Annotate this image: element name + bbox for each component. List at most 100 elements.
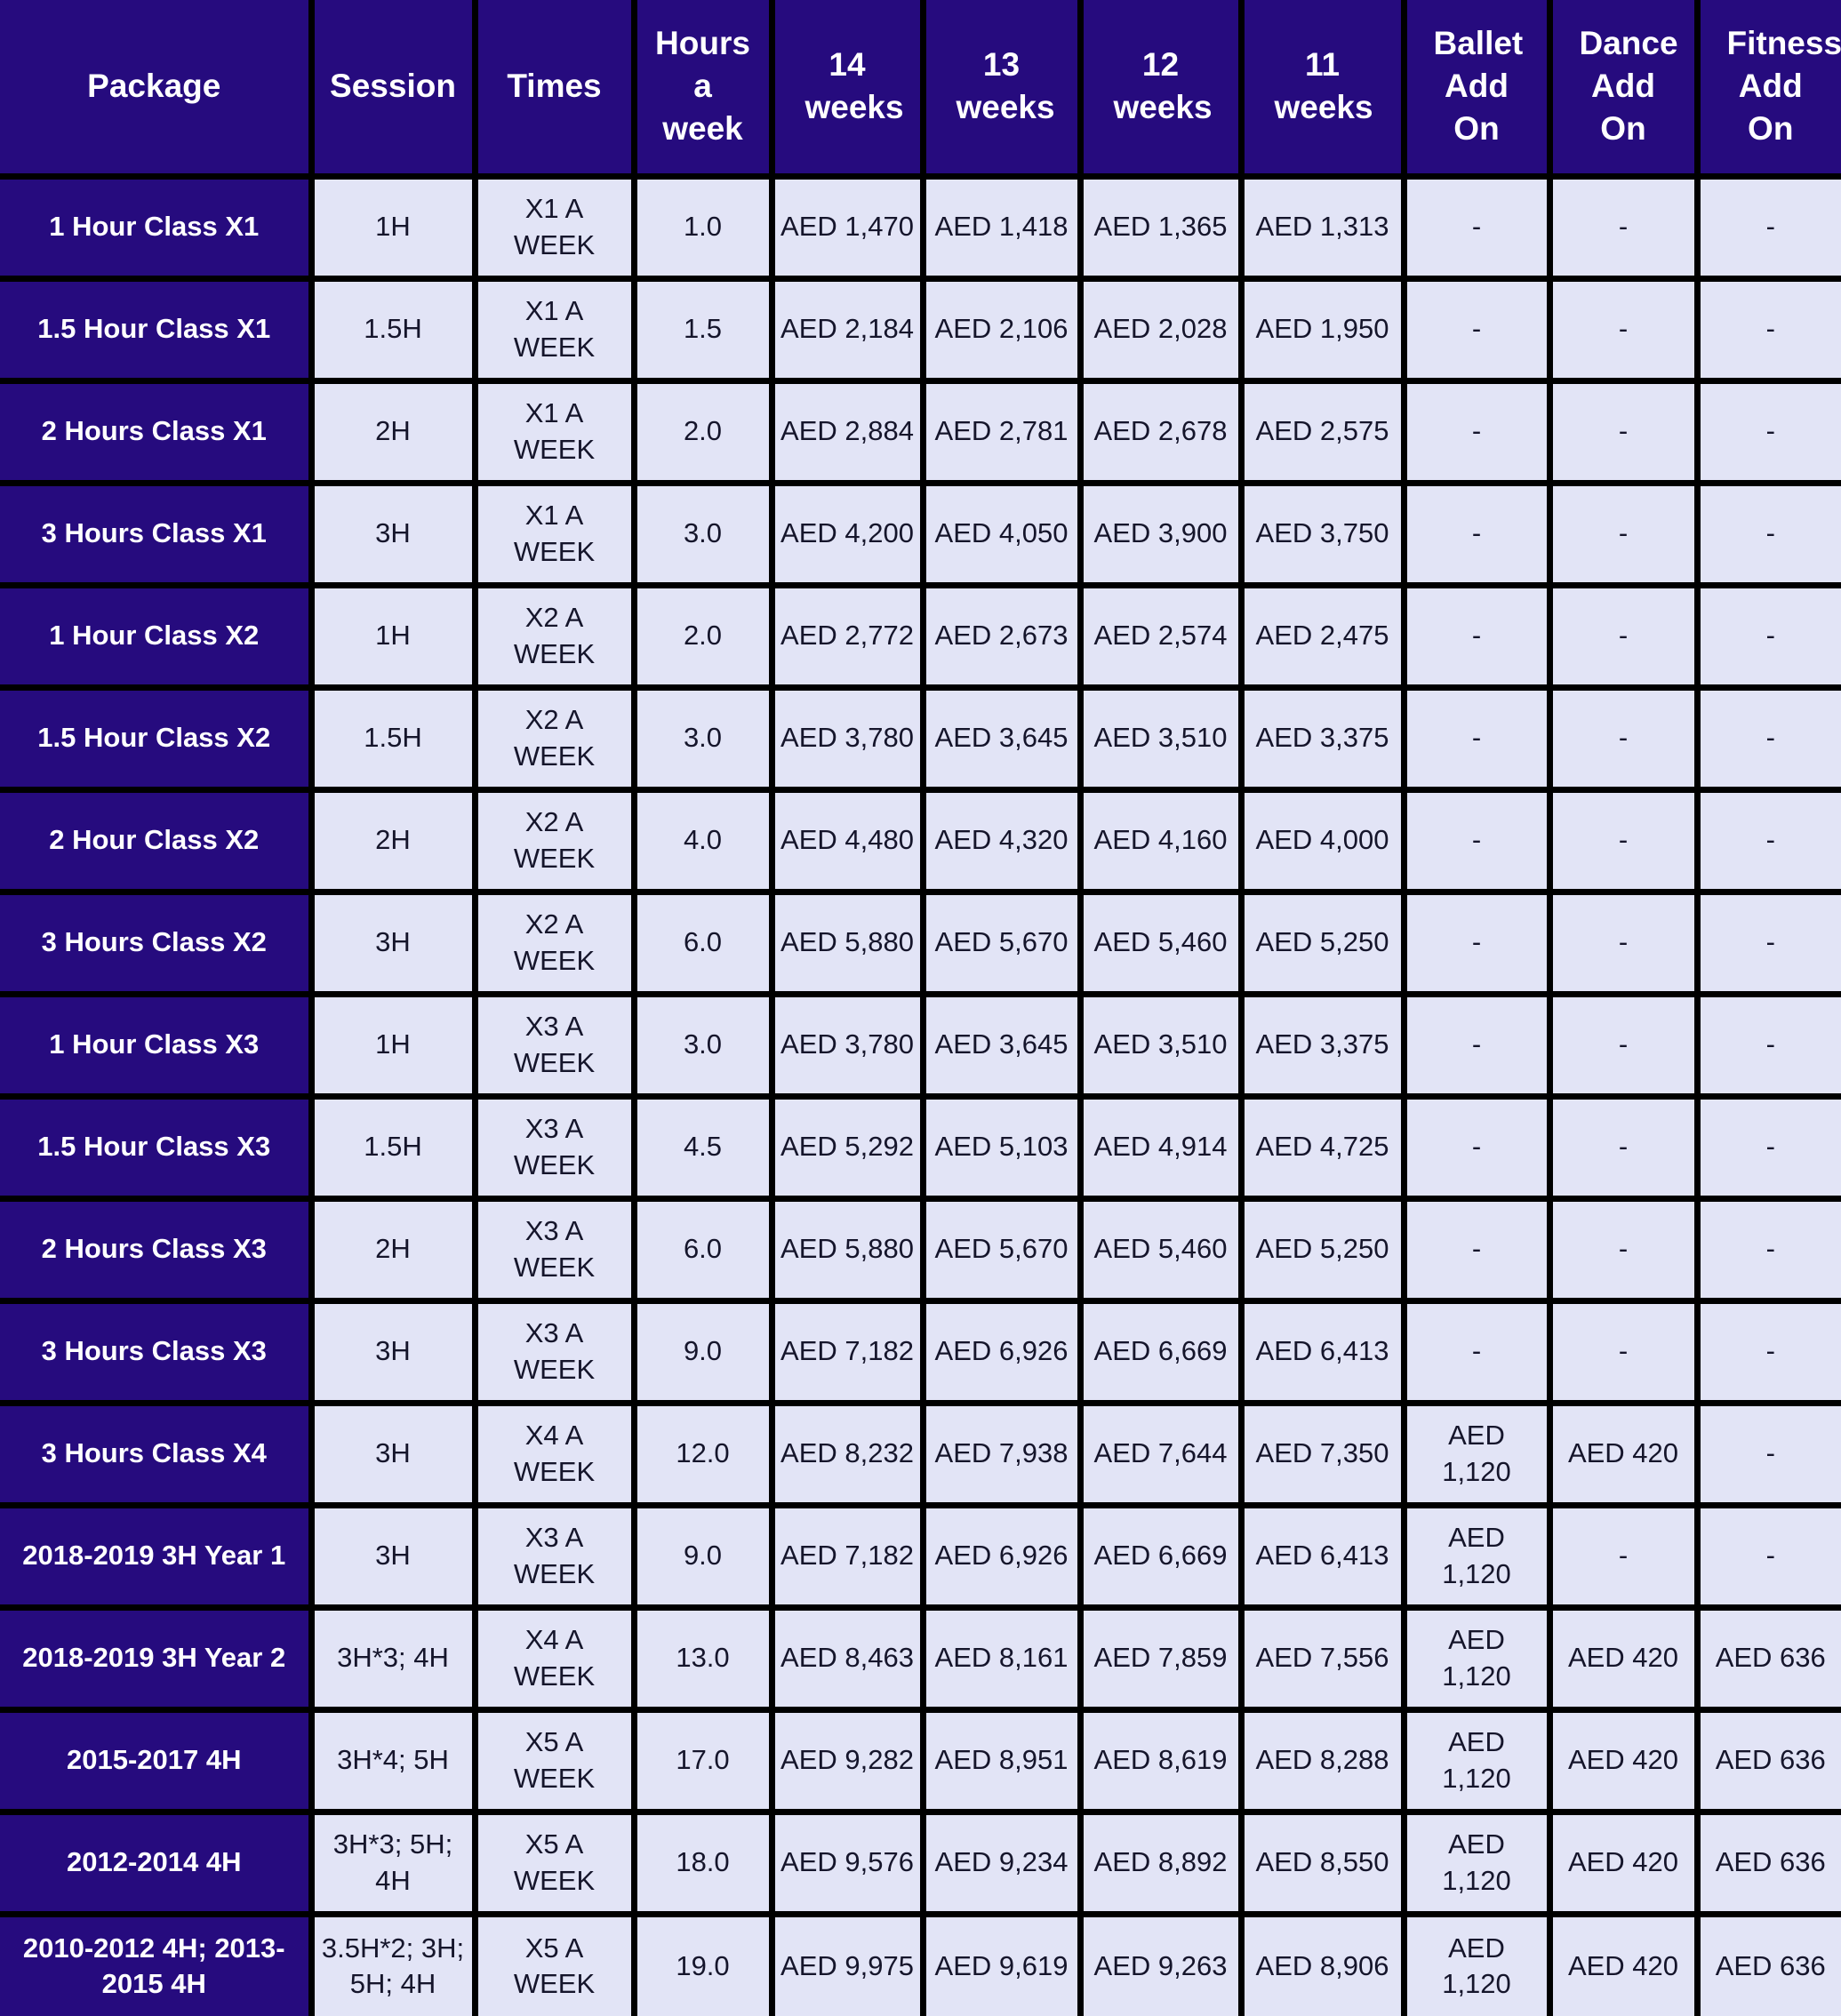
times-cell: X2 A WEEK bbox=[471, 581, 637, 691]
fitness-add-on-cell: - bbox=[1693, 684, 1841, 793]
price-12-weeks-cell: AED 7,859 bbox=[1077, 1604, 1245, 1713]
price-14-weeks-cell: AED 2,772 bbox=[768, 581, 926, 691]
price-14-weeks-cell: AED 5,880 bbox=[768, 1195, 926, 1304]
hours-cell: 2.0 bbox=[630, 377, 775, 486]
price-11-weeks-cell: AED 6,413 bbox=[1237, 1501, 1407, 1611]
price-11-weeks-cell: AED 5,250 bbox=[1237, 888, 1407, 997]
ballet-add-on-cell: AED 1,120 bbox=[1400, 1501, 1553, 1611]
package-cell: 2012-2014 4H bbox=[0, 1808, 315, 1917]
table-row: 2 Hours Class X1 2H X1 A WEEK 2.0 AED 2,884 A… bbox=[0, 377, 1841, 486]
price-12-weeks-cell: AED 5,460 bbox=[1077, 1195, 1245, 1304]
session-cell: 1H bbox=[308, 172, 478, 282]
price-13-weeks-cell: AED 7,938 bbox=[919, 1399, 1084, 1508]
ballet-add-on-cell: - bbox=[1400, 1195, 1553, 1304]
price-11-weeks-cell: AED 8,906 bbox=[1237, 1910, 1407, 2016]
package-cell: 2 Hour Class X2 bbox=[0, 786, 315, 895]
dance-add-on-cell: - bbox=[1546, 786, 1701, 895]
fitness-add-on-cell: - bbox=[1693, 786, 1841, 895]
ballet-add-on-cell: - bbox=[1400, 479, 1553, 588]
session-cell: 1.5H bbox=[308, 275, 478, 384]
price-11-weeks-cell: AED 7,556 bbox=[1237, 1604, 1407, 1713]
column-header-times: Times bbox=[471, 0, 637, 180]
price-11-weeks-cell: AED 2,475 bbox=[1237, 581, 1407, 691]
column-header-dance-add-on: Dance Add On bbox=[1546, 0, 1701, 180]
price-12-weeks-cell: AED 2,678 bbox=[1077, 377, 1245, 486]
price-11-weeks-cell: AED 3,750 bbox=[1237, 479, 1407, 588]
session-cell: 3H*3; 4H bbox=[308, 1604, 478, 1713]
price-11-weeks-cell: AED 1,313 bbox=[1237, 172, 1407, 282]
price-14-weeks-cell: AED 2,184 bbox=[768, 275, 926, 384]
hours-cell: 19.0 bbox=[630, 1910, 775, 2016]
session-cell: 3.5H*2; 3H; 5H; 4H bbox=[308, 1910, 478, 2016]
times-cell: X5 A WEEK bbox=[471, 1706, 637, 1815]
package-cell: 2 Hours Class X1 bbox=[0, 377, 315, 486]
fitness-add-on-cell: AED 636 bbox=[1693, 1604, 1841, 1713]
dance-add-on-cell: - bbox=[1546, 888, 1701, 997]
package-cell: 3 Hours Class X1 bbox=[0, 479, 315, 588]
package-cell: 1 Hour Class X2 bbox=[0, 581, 315, 691]
session-cell: 1H bbox=[308, 581, 478, 691]
price-11-weeks-cell: AED 4,000 bbox=[1237, 786, 1407, 895]
price-14-weeks-cell: AED 9,576 bbox=[768, 1808, 926, 1917]
dance-add-on-cell: AED 420 bbox=[1546, 1604, 1701, 1713]
table-row: 2018-2019 3H Year 2 3H*3; 4H X4 A WEEK 13.0… bbox=[0, 1604, 1841, 1713]
price-13-weeks-cell: AED 2,106 bbox=[919, 275, 1084, 384]
package-cell: 2015-2017 4H bbox=[0, 1706, 315, 1815]
price-12-weeks-cell: AED 9,263 bbox=[1077, 1910, 1245, 2016]
hours-cell: 2.0 bbox=[630, 581, 775, 691]
price-13-weeks-cell: AED 6,926 bbox=[919, 1501, 1084, 1611]
table-row: 1 Hour Class X3 1H X3 A WEEK 3.0 AED 3,780 AE… bbox=[0, 990, 1841, 1100]
ballet-add-on-cell: - bbox=[1400, 581, 1553, 691]
session-cell: 3H*3; 5H; 4H bbox=[308, 1808, 478, 1917]
hours-cell: 9.0 bbox=[630, 1501, 775, 1611]
times-cell: X1 A WEEK bbox=[471, 172, 637, 282]
session-cell: 2H bbox=[308, 786, 478, 895]
price-12-weeks-cell: AED 4,160 bbox=[1077, 786, 1245, 895]
price-13-weeks-cell: AED 4,320 bbox=[919, 786, 1084, 895]
price-13-weeks-cell: AED 6,926 bbox=[919, 1297, 1084, 1406]
fitness-add-on-cell: - bbox=[1693, 1297, 1841, 1406]
hours-cell: 3.0 bbox=[630, 684, 775, 793]
session-cell: 3H bbox=[308, 888, 478, 997]
ballet-add-on-cell: AED 1,120 bbox=[1400, 1706, 1553, 1815]
price-12-weeks-cell: AED 4,914 bbox=[1077, 1092, 1245, 1202]
ballet-add-on-cell: - bbox=[1400, 1297, 1553, 1406]
price-13-weeks-cell: AED 5,670 bbox=[919, 1195, 1084, 1304]
table-row: 1.5 Hour Class X3 1.5H X3 A WEEK 4.5 AED 5,2… bbox=[0, 1092, 1841, 1202]
price-13-weeks-cell: AED 4,050 bbox=[919, 479, 1084, 588]
price-14-weeks-cell: AED 7,182 bbox=[768, 1501, 926, 1611]
ballet-add-on-cell: AED 1,120 bbox=[1400, 1604, 1553, 1713]
price-14-weeks-cell: AED 9,282 bbox=[768, 1706, 926, 1815]
price-11-weeks-cell: AED 4,725 bbox=[1237, 1092, 1407, 1202]
session-cell: 1H bbox=[308, 990, 478, 1100]
hours-cell: 17.0 bbox=[630, 1706, 775, 1815]
table-row: 2012-2014 4H 3H*3; 5H; 4H X5 A WEEK 18.0 AED… bbox=[0, 1808, 1841, 1917]
package-cell: 3 Hours Class X2 bbox=[0, 888, 315, 997]
times-cell: X3 A WEEK bbox=[471, 1092, 637, 1202]
package-cell: 1.5 Hour Class X2 bbox=[0, 684, 315, 793]
table-row: 1 Hour Class X2 1H X2 A WEEK 2.0 AED 2,772 AE… bbox=[0, 581, 1841, 691]
fitness-add-on-cell: - bbox=[1693, 1195, 1841, 1304]
fitness-add-on-cell: AED 636 bbox=[1693, 1808, 1841, 1917]
ballet-add-on-cell: - bbox=[1400, 990, 1553, 1100]
price-14-weeks-cell: AED 3,780 bbox=[768, 684, 926, 793]
price-11-weeks-cell: AED 1,950 bbox=[1237, 275, 1407, 384]
hours-cell: 6.0 bbox=[630, 1195, 775, 1304]
price-13-weeks-cell: AED 8,951 bbox=[919, 1706, 1084, 1815]
fitness-add-on-cell: - bbox=[1693, 888, 1841, 997]
dance-add-on-cell: AED 420 bbox=[1546, 1910, 1701, 2016]
price-12-weeks-cell: AED 6,669 bbox=[1077, 1297, 1245, 1406]
times-cell: X5 A WEEK bbox=[471, 1808, 637, 1917]
price-13-weeks-cell: AED 9,619 bbox=[919, 1910, 1084, 2016]
hours-cell: 1.5 bbox=[630, 275, 775, 384]
price-11-weeks-cell: AED 6,413 bbox=[1237, 1297, 1407, 1406]
times-cell: X3 A WEEK bbox=[471, 1297, 637, 1406]
hours-cell: 13.0 bbox=[630, 1604, 775, 1713]
column-header-fitness-add-on: Fitness Add On bbox=[1693, 0, 1841, 180]
hours-cell: 3.0 bbox=[630, 479, 775, 588]
session-cell: 3H bbox=[308, 1399, 478, 1508]
dance-add-on-cell: - bbox=[1546, 479, 1701, 588]
fitness-add-on-cell: AED 636 bbox=[1693, 1910, 1841, 2016]
hours-cell: 4.0 bbox=[630, 786, 775, 895]
